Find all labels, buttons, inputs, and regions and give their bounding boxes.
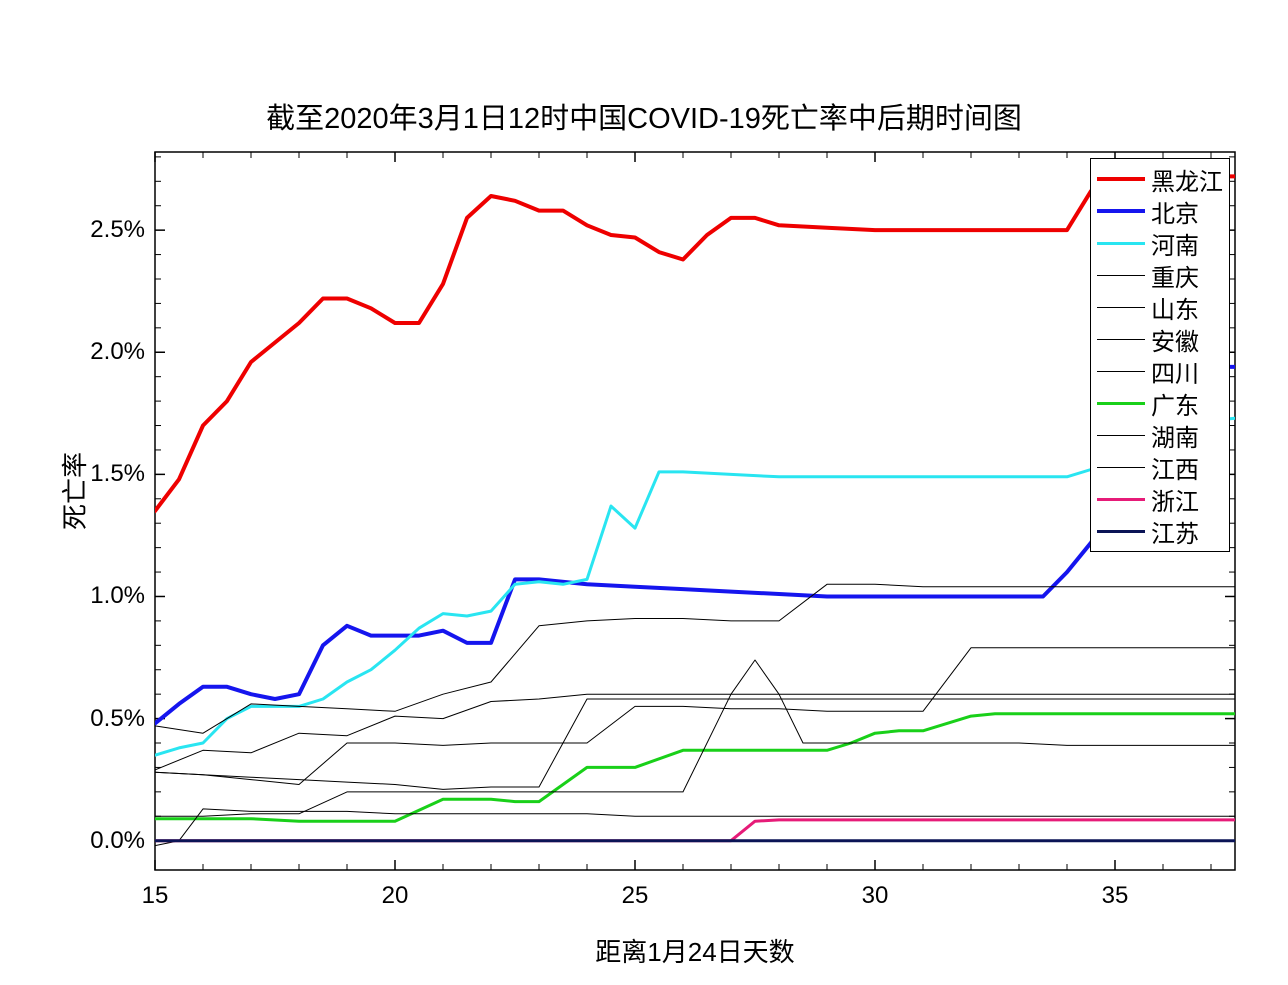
legend-swatch	[1097, 209, 1145, 213]
y-tick-label: 0.0%	[90, 827, 145, 855]
legend-label: 北京	[1151, 194, 1199, 229]
legend-swatch	[1097, 307, 1145, 308]
legend-label: 安徽	[1151, 322, 1199, 357]
x-tick-label: 15	[135, 882, 175, 910]
legend-item: 广东	[1097, 387, 1223, 419]
legend-label: 黑龙江	[1151, 162, 1223, 197]
legend-label: 重庆	[1151, 258, 1199, 293]
legend-item: 山东	[1097, 291, 1223, 323]
legend-item: 安徽	[1097, 323, 1223, 355]
legend-swatch	[1097, 402, 1145, 405]
x-tick-label: 30	[855, 882, 895, 910]
legend-item: 北京	[1097, 195, 1223, 227]
legend-item: 黑龙江	[1097, 163, 1223, 195]
series-5	[155, 694, 1235, 770]
y-tick-label: 1.5%	[90, 460, 145, 488]
legend-item: 江苏	[1097, 515, 1223, 547]
y-tick-label: 0.5%	[90, 705, 145, 733]
series-0	[155, 176, 1235, 511]
legend-item: 湖南	[1097, 419, 1223, 451]
legend-label: 浙江	[1151, 482, 1199, 517]
legend-label: 湖南	[1151, 418, 1199, 453]
x-tick-label: 35	[1095, 882, 1135, 910]
legend-swatch	[1097, 467, 1145, 468]
legend-label: 广东	[1151, 386, 1199, 421]
series-8	[155, 660, 1235, 816]
series-1	[155, 365, 1235, 724]
legend-item: 重庆	[1097, 259, 1223, 291]
legend-swatch	[1097, 498, 1145, 501]
legend-swatch	[1097, 435, 1145, 436]
legend: 黑龙江北京河南重庆山东安徽四川广东湖南江西浙江江苏	[1090, 158, 1230, 552]
y-tick-label: 2.0%	[90, 338, 145, 366]
legend-label: 江西	[1151, 450, 1199, 485]
series-4	[155, 648, 1235, 785]
y-tick-label: 2.5%	[90, 216, 145, 244]
legend-label: 山东	[1151, 290, 1199, 325]
y-tick-label: 1.0%	[90, 582, 145, 610]
legend-item: 四川	[1097, 355, 1223, 387]
legend-swatch	[1097, 275, 1145, 276]
legend-swatch	[1097, 242, 1145, 245]
legend-swatch	[1097, 339, 1145, 340]
legend-label: 江苏	[1151, 514, 1199, 549]
x-tick-label: 20	[375, 882, 415, 910]
legend-label: 河南	[1151, 226, 1199, 261]
legend-item: 浙江	[1097, 483, 1223, 515]
legend-swatch	[1097, 530, 1145, 533]
legend-swatch	[1097, 177, 1145, 181]
x-tick-label: 25	[615, 882, 655, 910]
legend-swatch	[1097, 371, 1145, 372]
series-10	[155, 820, 1235, 841]
legend-item: 江西	[1097, 451, 1223, 483]
chart-container: 截至2020年3月1日12时中国COVID-19死亡率中后期时间图 死亡率 距离…	[0, 0, 1288, 985]
legend-item: 河南	[1097, 227, 1223, 259]
legend-label: 四川	[1151, 354, 1199, 389]
